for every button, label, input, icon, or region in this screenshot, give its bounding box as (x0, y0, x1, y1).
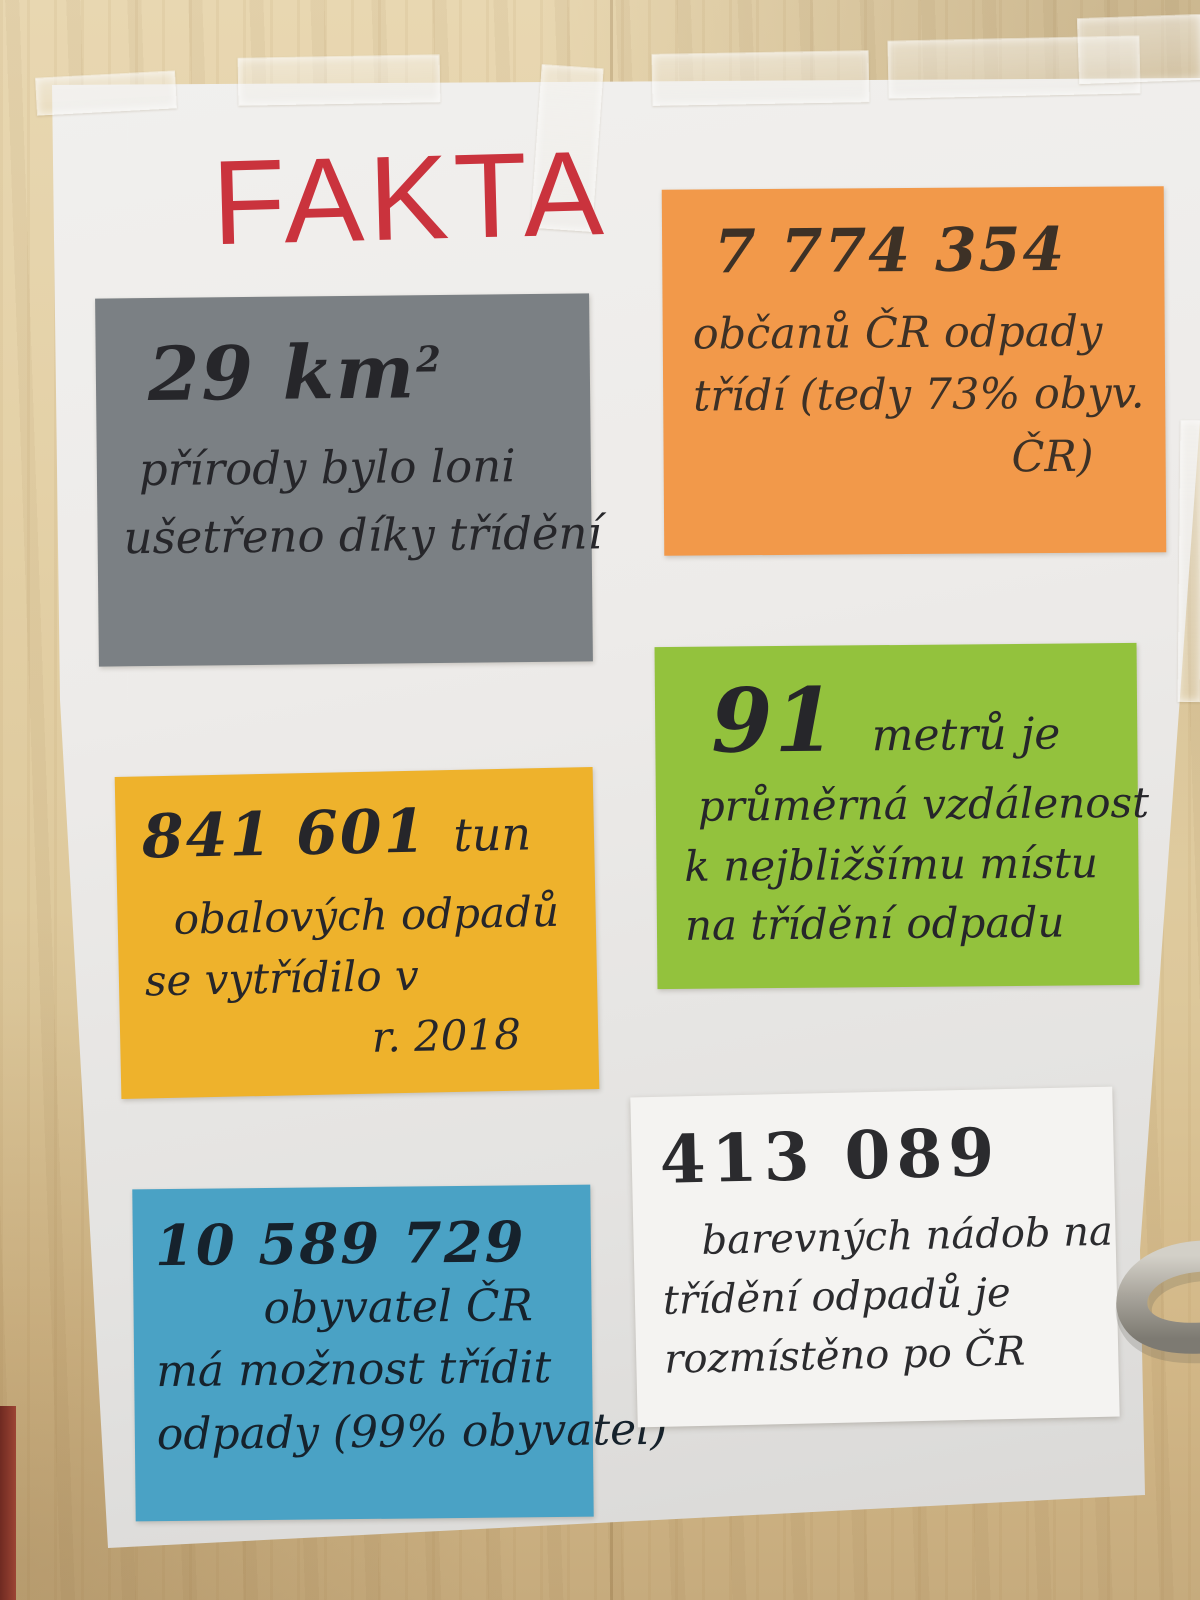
fact-line: se vytřídilo v (144, 950, 420, 1006)
fact-card-nature-saved: 29 km2 přírody bylo loni ušetřeno díky t… (95, 293, 603, 667)
door-handle (1115, 1240, 1200, 1364)
tape-strip (1177, 419, 1200, 703)
tape-strip (1076, 13, 1200, 85)
tape-strip (35, 70, 177, 116)
fact-line: obyvatel ČR (263, 1280, 533, 1335)
red-door-frame-strip (0, 1406, 16, 1600)
fact-line: odpady (99% obyvatel) (156, 1403, 668, 1461)
fact-card-citizens-sorting: 7 774 354 občanů ČR odpady třídí (tedy 7… (661, 186, 1167, 556)
fact-number: 841 601 tun (141, 796, 532, 873)
fact-line: obalových odpadů (173, 886, 560, 944)
fact-line: k nejbližšímu místu (684, 837, 1099, 891)
fact-line: ČR) (1011, 431, 1094, 483)
fact-line: rozmístěno po ČR (663, 1328, 1026, 1384)
fact-line: má možnost třídit (155, 1342, 552, 1398)
fact-card-packaging-waste: 841 601 tun obalových odpadů se vytřídilo… (114, 767, 600, 1099)
fact-line: třídí (tedy 73% obyv. (693, 368, 1145, 422)
fact-card-population-access: 10 589 729 obyvatel ČR má možnost třídit… (132, 1184, 668, 1522)
fact-number-unit: tun (452, 806, 532, 862)
fact-line: ušetřeno díky třídění (123, 505, 603, 564)
fact-number-unit: metrů je (871, 708, 1061, 762)
fact-line: barevných nádob na (701, 1208, 1114, 1264)
fact-card-colored-containers: 413 089 barevných nádob na třídění odpad… (630, 1086, 1120, 1428)
fact-line: občanů ČR odpady (692, 306, 1103, 360)
fact-line: třídění odpadů je (662, 1270, 1012, 1325)
fact-line: na třídění odpadu (684, 897, 1065, 951)
tape-strip (237, 54, 441, 106)
fact-number: 413 089 (658, 1113, 1002, 1199)
fact-number: 10 589 729 (154, 1209, 526, 1280)
fact-card-average-distance: 91 metrů je průměrná vzdálenost k nejbliž… (654, 642, 1150, 990)
fact-number: 91 metrů je (710, 667, 1061, 773)
fact-number: 29 km2 (147, 329, 444, 419)
tape-strip (651, 50, 870, 106)
fact-line: r. 2018 (371, 1009, 522, 1062)
fact-line: přírody bylo loni (138, 439, 516, 497)
poster-title: FAKTA (210, 125, 610, 271)
fact-number: 7 774 354 (713, 214, 1067, 288)
fact-line: průměrná vzdálenost (697, 777, 1150, 831)
superscript: 2 (415, 339, 444, 381)
